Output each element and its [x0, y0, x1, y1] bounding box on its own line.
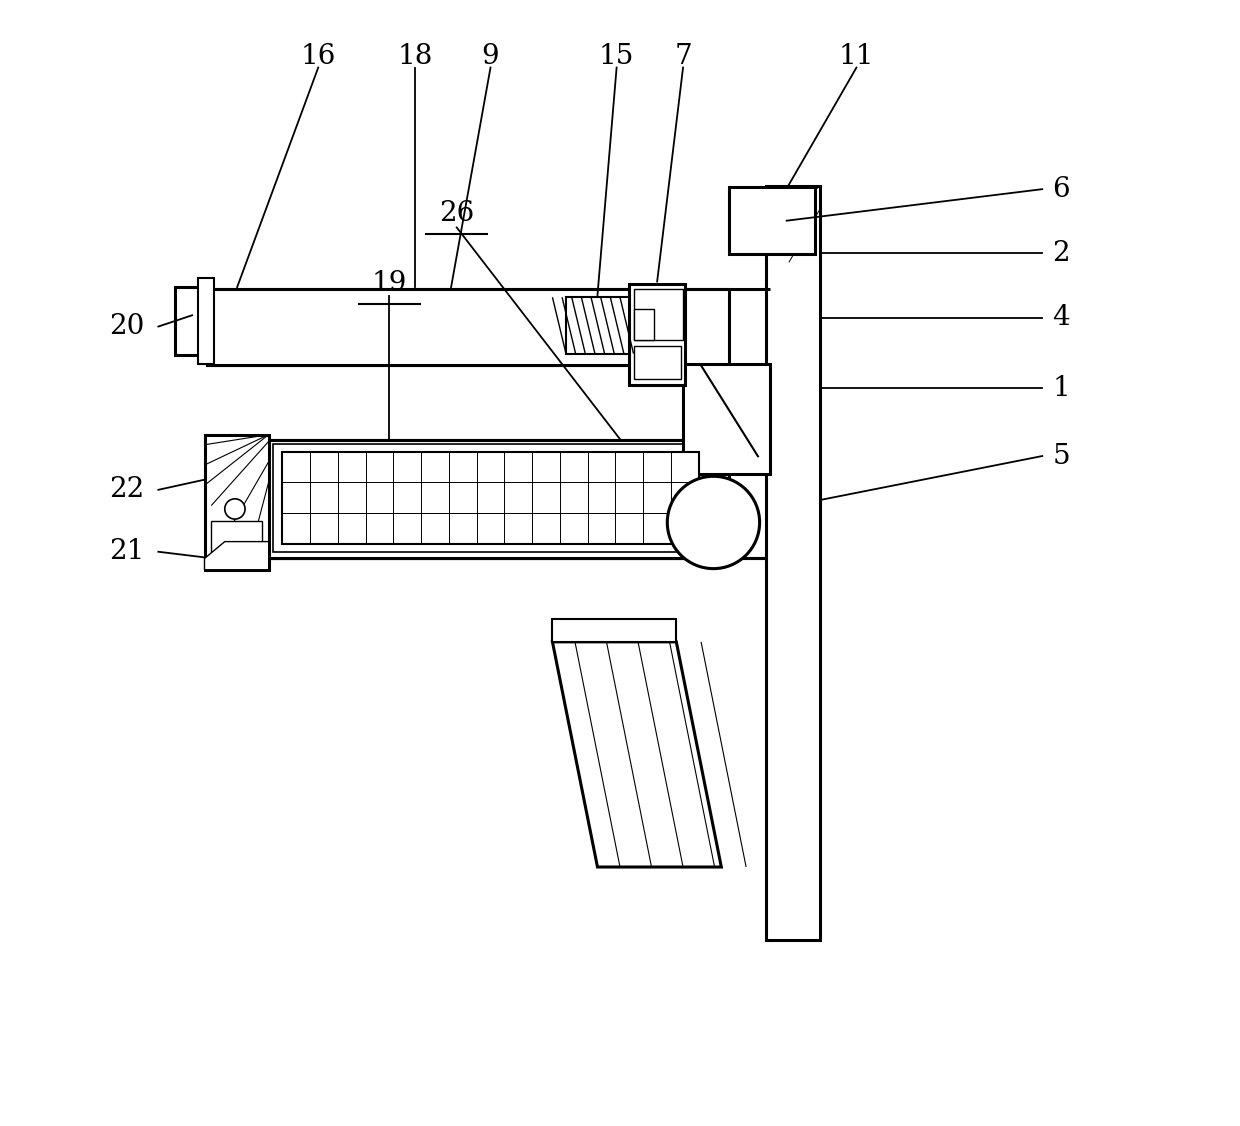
Polygon shape: [553, 642, 722, 867]
Bar: [729, 187, 815, 254]
Text: 19: 19: [372, 270, 407, 297]
Bar: [565, 297, 634, 354]
Bar: [207, 440, 729, 558]
Bar: [634, 309, 653, 340]
Text: 6: 6: [1053, 176, 1070, 203]
Text: 16: 16: [300, 43, 336, 70]
Bar: [273, 444, 708, 552]
Polygon shape: [205, 542, 269, 570]
Bar: [211, 521, 262, 564]
Bar: [283, 452, 699, 544]
Text: 1: 1: [1053, 375, 1070, 402]
Text: 2: 2: [1053, 240, 1070, 267]
Bar: [766, 186, 821, 940]
Bar: [553, 619, 676, 642]
Bar: [197, 278, 213, 364]
Text: 22: 22: [109, 476, 144, 503]
Text: 15: 15: [599, 43, 635, 70]
Bar: [205, 435, 269, 570]
Bar: [629, 284, 686, 385]
Bar: [207, 289, 729, 365]
Text: 21: 21: [109, 538, 145, 565]
Text: 11: 11: [838, 43, 874, 70]
Text: 5: 5: [1053, 443, 1070, 470]
Circle shape: [224, 499, 246, 519]
Bar: [634, 289, 683, 340]
Text: 7: 7: [675, 43, 692, 70]
Bar: [634, 346, 681, 379]
Text: 26: 26: [439, 200, 475, 227]
Text: 20: 20: [109, 313, 145, 340]
Text: 9: 9: [481, 43, 500, 70]
Bar: [683, 364, 770, 474]
Text: 4: 4: [1053, 304, 1070, 331]
Text: 18: 18: [397, 43, 433, 70]
Circle shape: [667, 476, 760, 569]
Bar: [175, 287, 207, 355]
